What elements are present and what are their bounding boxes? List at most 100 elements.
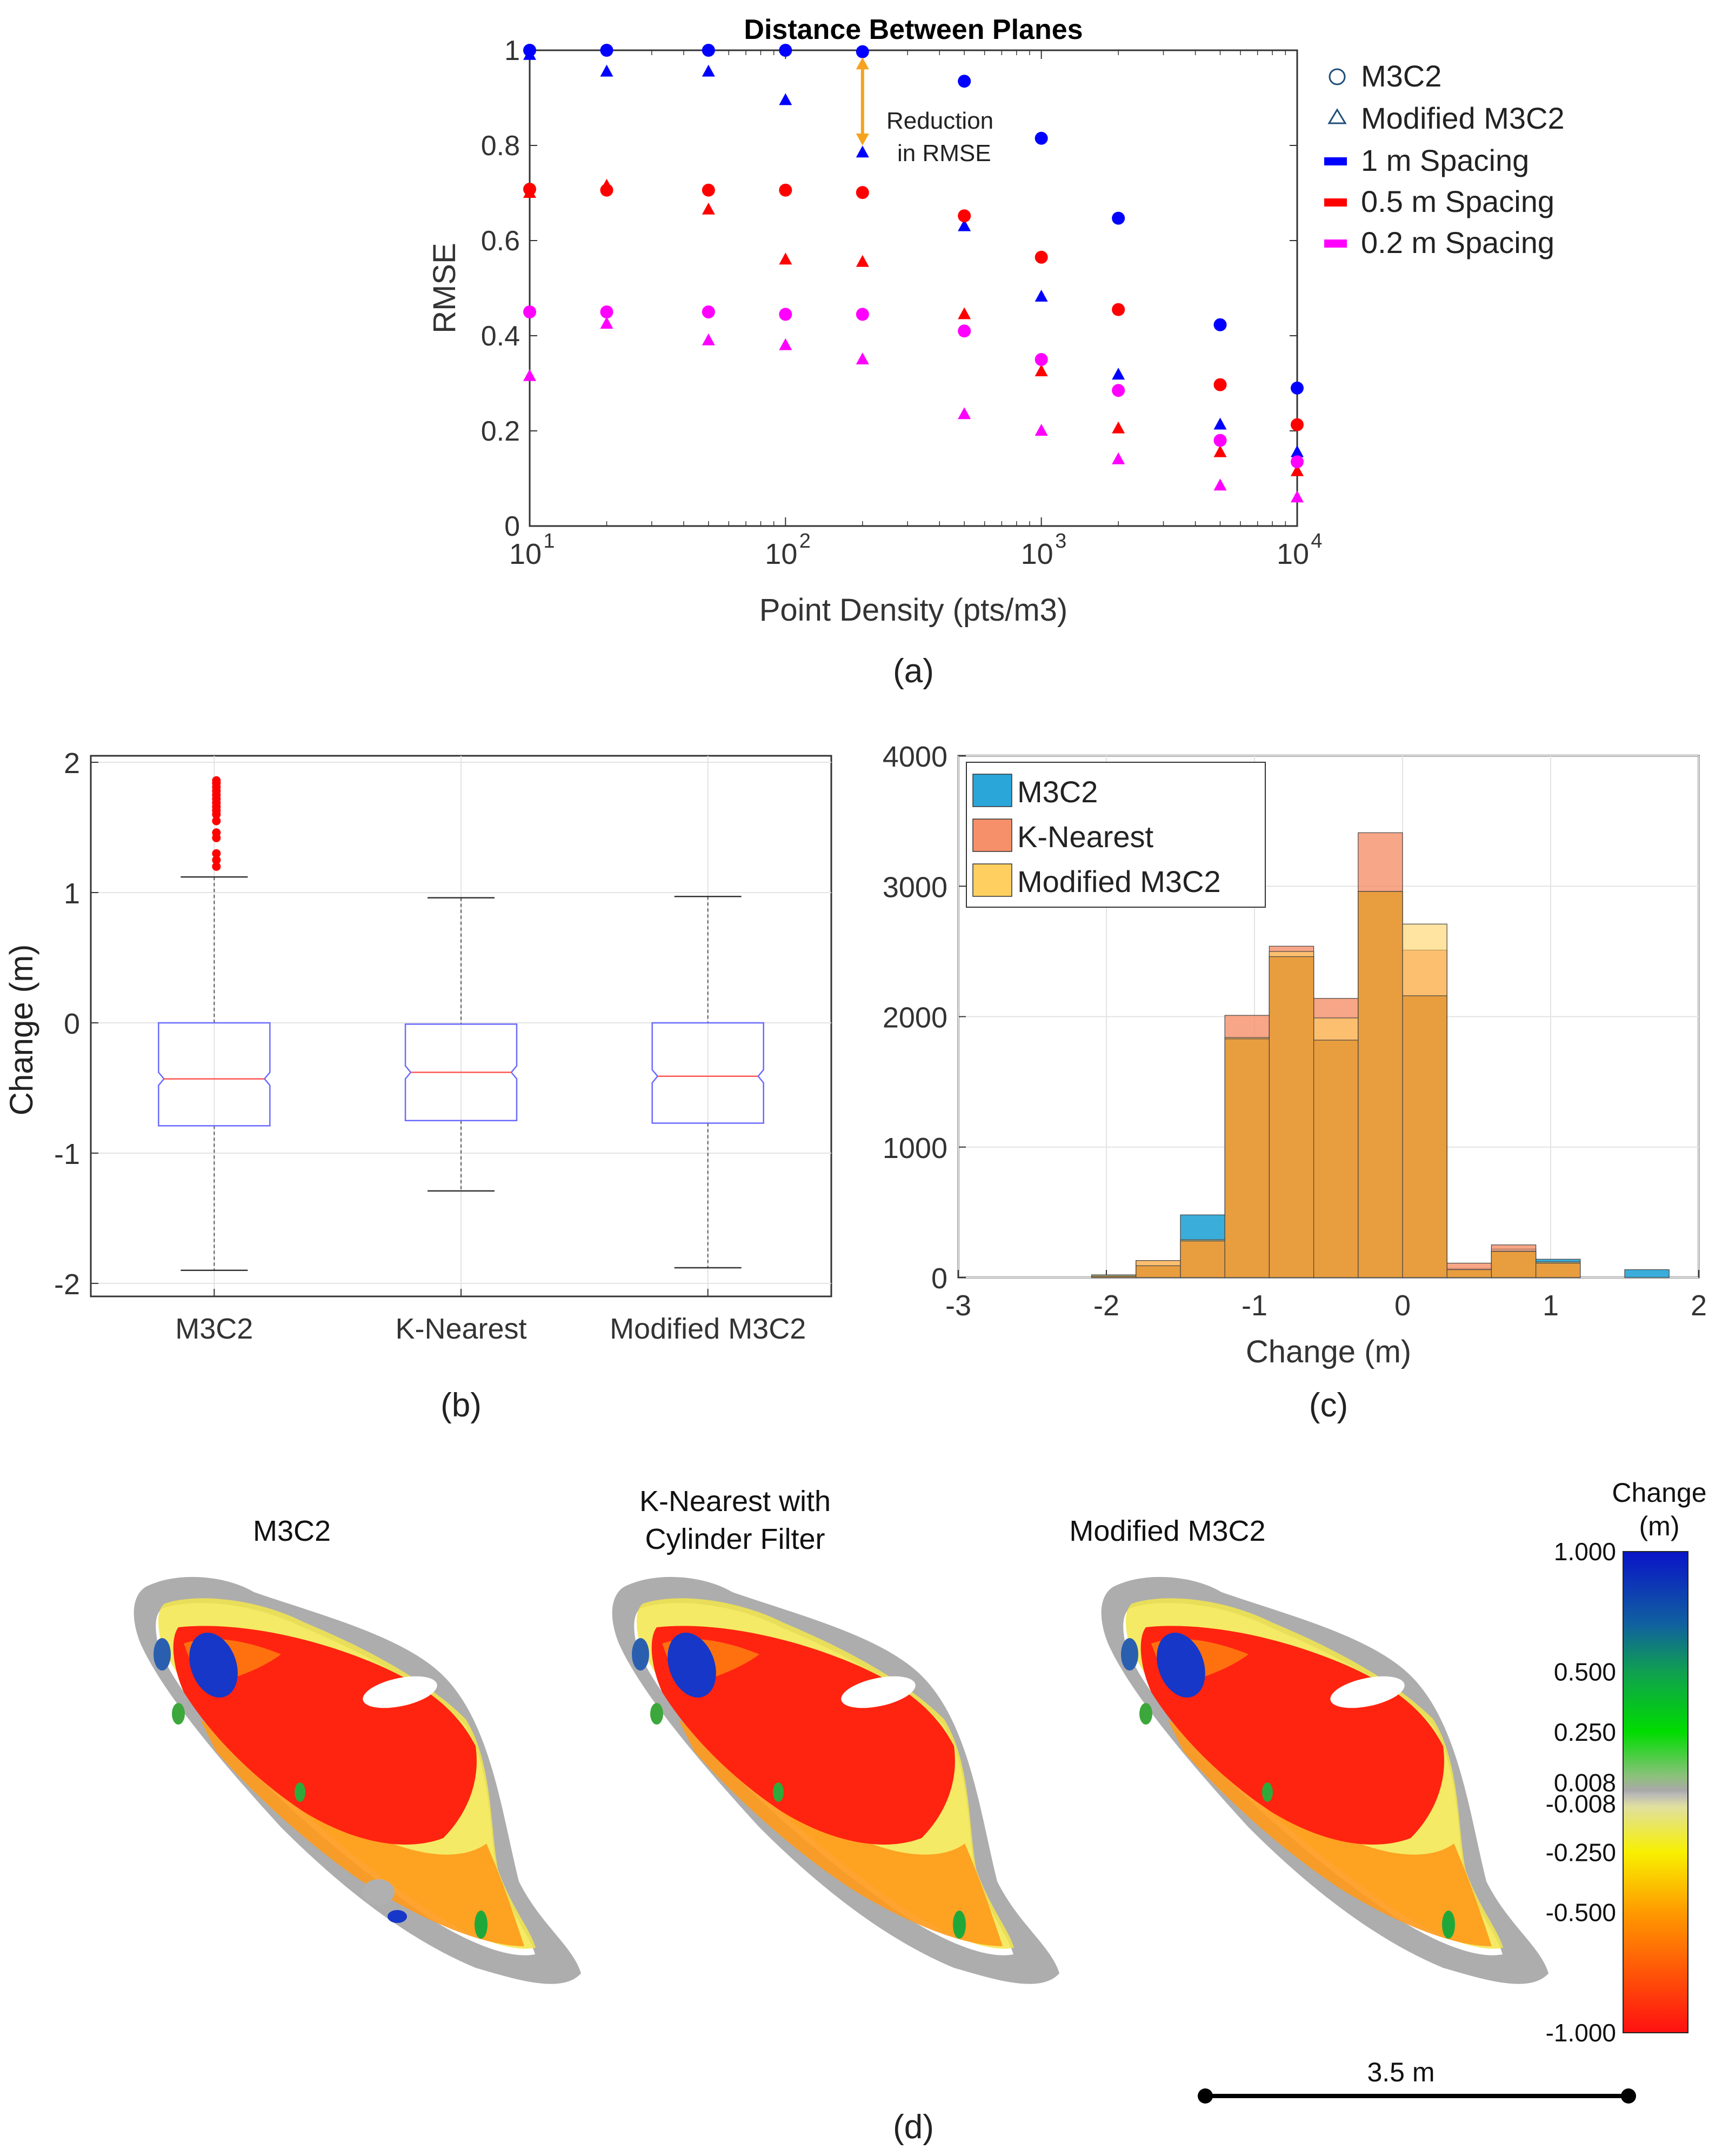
bar-overlap-1 (1136, 1265, 1181, 1278)
point-2-4 (856, 186, 869, 199)
point-0-6 (1034, 131, 1048, 145)
point-1-4 (856, 145, 869, 158)
y-tick-label: 0 (931, 1262, 947, 1295)
map-blue-small (153, 1638, 171, 1671)
map-title-m3c2: M3C2 (253, 1515, 331, 1547)
point-3-6 (1034, 364, 1048, 376)
point-1-7 (1112, 368, 1125, 380)
panel-c: 0 1000 2000 3000 4000 -3 -2 -1 0 1 2 Change (m) M3… (883, 741, 1707, 1424)
legend-hist-m3c2: M3C2 (1017, 775, 1098, 809)
annotation-arrowhead-top (856, 57, 869, 70)
outlier-point (212, 776, 221, 785)
map-hole (1330, 1676, 1405, 1708)
point-5-5 (958, 407, 971, 420)
panel-c-xlabel: Change (m) (1246, 1334, 1411, 1369)
x-tick-label: K-Nearest (395, 1313, 526, 1345)
annotation-arrowhead-bottom (856, 134, 869, 145)
panel-d: M3C2 K-Nearest with Cylinder Filter Modi… (134, 1478, 1707, 2146)
colorbar-gradient (1623, 1551, 1688, 2033)
point-0-9 (1291, 381, 1304, 395)
colorbar-label: -0.500 (1546, 1899, 1616, 1927)
y-tick-label: -1 (54, 1138, 80, 1170)
x-tick-label: -2 (1093, 1289, 1119, 1322)
panel-label-a: (a) (893, 653, 934, 690)
y-tick-label: 1 (64, 877, 80, 910)
y-tick-label: 1000 (883, 1132, 947, 1164)
colorbar-label: -0.250 (1546, 1838, 1616, 1866)
panel-c-legend-box (966, 762, 1266, 908)
legend-circle-icon (1329, 68, 1346, 85)
change-map-1 (612, 1576, 1059, 1984)
point-5-8 (1213, 478, 1227, 491)
point-5-7 (1112, 452, 1125, 464)
box-0 (158, 1022, 271, 1127)
outlier-point (212, 862, 221, 871)
y-tick-label: 0.2 (481, 416, 520, 447)
x-tick-label-exp: 3 (1055, 530, 1066, 553)
panel-a-legend: M3C2 Modified M3C2 1 m Spacing 0.5 m Spa… (1324, 59, 1565, 259)
box-1 (404, 1023, 518, 1121)
map-blue-patch-2 (388, 1910, 407, 1923)
point-1-6 (1034, 289, 1048, 302)
bar-overlap-10 (1536, 1262, 1581, 1278)
bar-overlap-4 (1269, 956, 1314, 1278)
bar-overlap-0 (1091, 1275, 1137, 1278)
point-0-7 (1112, 211, 1125, 225)
panel-label-b: (b) (440, 1387, 482, 1424)
point-2-2 (702, 183, 715, 197)
scale-bar-end-right (1621, 2088, 1636, 2104)
outlier-point (212, 849, 221, 858)
point-1-8 (1213, 417, 1227, 430)
point-1-0 (523, 48, 536, 60)
x-tick-label-base: 10 (1277, 538, 1309, 570)
map-title-knearest-line2: Cylinder Filter (645, 1523, 825, 1555)
point-4-4 (856, 308, 869, 321)
legend-blue-swatch (1324, 157, 1347, 165)
point-1-3 (779, 93, 792, 105)
legend-red-swatch (1324, 198, 1347, 207)
point-4-3 (779, 308, 792, 321)
x-tick-label-exp: 4 (1311, 530, 1322, 553)
bar-0-12 (1624, 1269, 1670, 1278)
colorbar-title-line2: (m) (1639, 1511, 1680, 1541)
annotation-text-line1: Reduction (886, 108, 993, 134)
legend-hist-modified: Modified M3C2 (1017, 864, 1221, 899)
x-tick-label: -3 (945, 1289, 971, 1322)
point-3-7 (1112, 421, 1125, 434)
point-0-3 (779, 44, 792, 57)
point-2-6 (1034, 250, 1048, 264)
point-5-2 (702, 333, 715, 345)
y-tick-label: 0.6 (481, 225, 520, 257)
outlier-point (212, 828, 221, 837)
box-2 (651, 1022, 764, 1124)
bar-overlap-2 (1180, 1240, 1225, 1278)
point-5-4 (856, 352, 869, 364)
map-green-patch-3 (295, 1782, 305, 1802)
x-tick-label: 1 (1543, 1289, 1559, 1322)
bar-overlap-3 (1224, 1038, 1270, 1278)
point-4-9 (1291, 455, 1304, 469)
y-tick-label: 0 (64, 1008, 80, 1040)
point-4-0 (523, 305, 536, 318)
colorbar-label: -0.008 (1546, 1790, 1616, 1818)
x-tick-label-base: 10 (765, 538, 797, 570)
point-4-7 (1112, 384, 1125, 397)
bar-overlap-5 (1313, 1040, 1359, 1278)
map-hole (363, 1676, 437, 1708)
x-tick-label: Modified M3C2 (610, 1313, 806, 1345)
y-tick-label: 0.8 (481, 130, 520, 162)
colorbar-label: 0.008 (1554, 1768, 1616, 1796)
bar-overlap-6 (1358, 891, 1403, 1278)
colorbar-label: -1.000 (1546, 2019, 1616, 2047)
panel-a-axes (529, 49, 1298, 527)
point-3-0 (523, 186, 536, 198)
map-green-patch-3 (773, 1782, 784, 1802)
map-title-knearest-line1: K-Nearest with (639, 1485, 831, 1518)
legend-label-m3c2: M3C2 (1361, 59, 1441, 93)
scale-bar: 3.5 m (1198, 2057, 1636, 2104)
x-tick-label-exp: 1 (543, 530, 555, 553)
change-map-2 (1101, 1576, 1549, 1984)
change-maps (134, 1576, 1549, 1984)
